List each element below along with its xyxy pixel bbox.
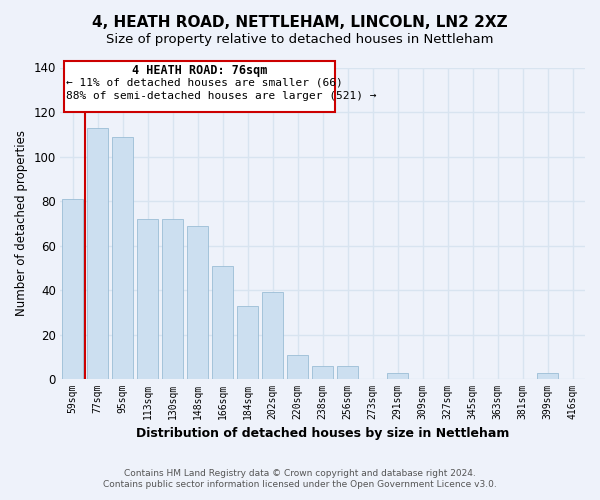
Bar <box>537 372 558 379</box>
Text: 4 HEATH ROAD: 76sqm: 4 HEATH ROAD: 76sqm <box>132 64 267 77</box>
Y-axis label: Number of detached properties: Number of detached properties <box>15 130 28 316</box>
Text: Size of property relative to detached houses in Nettleham: Size of property relative to detached ho… <box>106 32 494 46</box>
Bar <box>212 266 233 379</box>
Bar <box>237 306 258 379</box>
Text: 4, HEATH ROAD, NETTLEHAM, LINCOLN, LN2 2XZ: 4, HEATH ROAD, NETTLEHAM, LINCOLN, LN2 2… <box>92 15 508 30</box>
Text: 88% of semi-detached houses are larger (521) →: 88% of semi-detached houses are larger (… <box>67 91 377 101</box>
Text: ← 11% of detached houses are smaller (66): ← 11% of detached houses are smaller (66… <box>67 78 343 88</box>
Text: Contains public sector information licensed under the Open Government Licence v3: Contains public sector information licen… <box>103 480 497 489</box>
Bar <box>312 366 333 379</box>
Bar <box>337 366 358 379</box>
Bar <box>187 226 208 379</box>
Bar <box>87 128 108 379</box>
Bar <box>137 219 158 379</box>
X-axis label: Distribution of detached houses by size in Nettleham: Distribution of detached houses by size … <box>136 427 509 440</box>
Bar <box>287 355 308 379</box>
Text: Contains HM Land Registry data © Crown copyright and database right 2024.: Contains HM Land Registry data © Crown c… <box>124 468 476 477</box>
Bar <box>387 372 408 379</box>
Bar <box>112 136 133 379</box>
Bar <box>262 292 283 379</box>
Bar <box>62 199 83 379</box>
FancyBboxPatch shape <box>64 61 335 112</box>
Bar <box>162 219 183 379</box>
